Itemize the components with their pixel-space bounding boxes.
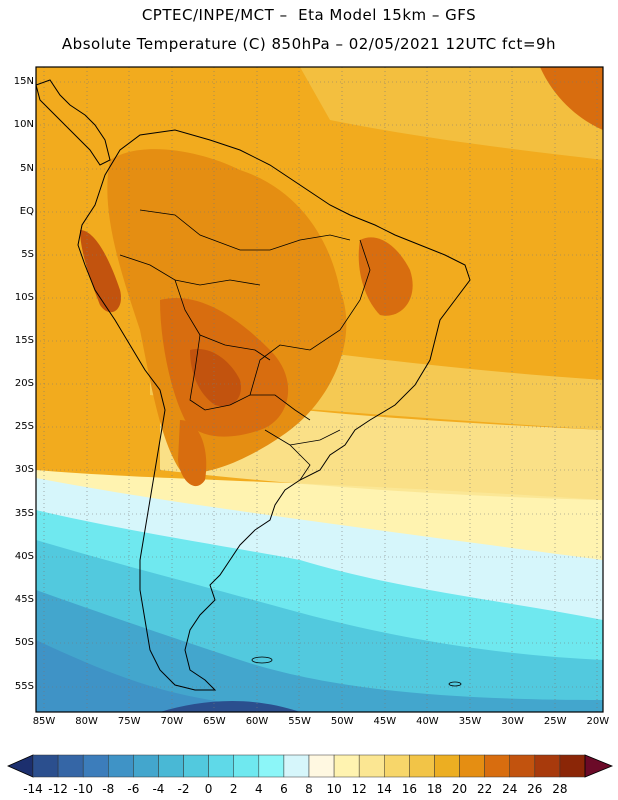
colorbar-swatch [108,754,134,778]
colorbar-swatch [82,754,109,778]
colorbar-label: -14 [23,782,43,796]
colorbar-swatch [459,754,485,778]
colorbar-swatch [333,754,360,778]
colorbar-swatch [233,754,260,778]
colorbar-swatch [133,754,159,778]
colorbar-label: -2 [177,782,190,796]
colorbar-label: -12 [48,782,68,796]
colorbar-label: 4 [254,782,263,796]
lon-label: 40W [416,716,439,727]
colorbar-label: -4 [152,782,165,796]
lon-label: 25W [543,716,567,727]
colorbar-label: -10 [73,782,93,796]
chart-title-line-2: Absolute Temperature (C) 850hPa – 02/05/… [61,35,557,53]
chart-title-line-1: CPTEC/INPE/MCT – Eta Model 15km – GFS [141,6,477,24]
colorbar-swatch [258,754,285,778]
colorbar-high-arrow [584,754,614,778]
central-america-coastline [36,79,111,166]
colorbar-label: 28 [552,782,568,796]
colorbar-swatch [308,754,335,778]
lon-label: 65W [203,716,226,727]
colorbar-label: 24 [502,782,518,796]
colorbar-swatch [509,754,536,778]
lat-label: 55S [14,681,34,692]
lat-label: 50S [14,637,34,648]
lon-label: 30W [501,716,524,727]
colorbar-swatch [484,754,510,778]
south-america-coastline [77,129,471,691]
colorbar-swatch [158,754,184,778]
lon-label: 60W [245,716,269,727]
colorbar-swatch [409,754,435,778]
lon-label: 45W [373,716,397,727]
lat-label: 35S [14,508,34,519]
lon-label: 20W [586,716,610,727]
country-borders [119,209,371,481]
colorbar-swatch [183,754,209,778]
lat-label: 40S [14,551,34,562]
temperature-field [36,67,603,712]
lon-label: 35W [458,716,482,727]
colorbar [7,754,614,778]
colorbar-label: 0 [204,782,213,796]
colorbar-label: 26 [527,782,543,796]
lat-label: 5S [21,249,34,260]
lon-label: 75W [117,716,141,727]
lat-label: EQ [19,206,34,217]
colorbar-label: 2 [229,782,238,796]
colorbar-label: 6 [280,782,288,796]
lon-label: 85W [32,716,56,727]
colorbar-swatch [358,754,385,778]
lat-label: 10S [14,292,34,303]
lon-label: 55W [288,716,311,727]
colorbar-label: 12 [351,782,367,796]
lat-label: 20S [14,378,34,389]
colorbar-swatch [283,754,310,778]
lat-label: 10N [13,119,34,130]
colorbar-label: -8 [102,782,115,796]
colorbar-label: 14 [376,782,392,796]
colorbar-label: 18 [426,782,443,796]
colorbar-label: 20 [451,782,468,796]
colorbar-low-arrow [7,754,34,778]
colorbar-swatch [434,754,460,778]
colorbar-swatch [384,754,410,778]
lat-label: 30S [14,464,34,475]
colorbar-swatch [32,754,59,778]
lon-label: 50W [330,716,354,727]
lat-label: 45S [14,594,34,605]
colorbar-swatch [534,754,561,778]
colorbar-label: 8 [305,782,313,796]
lat-label: 5N [20,163,34,174]
colorbar-label: 16 [401,782,417,796]
colorbar-label: 10 [326,782,342,796]
lat-label: 15N [13,76,34,87]
colorbar-swatch [57,754,84,778]
colorbar-swatch [559,754,586,778]
lat-label: 15S [14,335,34,346]
colorbar-label: 22 [476,782,493,796]
lat-label: 25S [14,421,34,432]
colorbar-label: -6 [127,782,140,796]
lon-label: 80W [75,716,98,727]
lon-label: 70W [160,716,184,727]
colorbar-swatch [208,754,234,778]
